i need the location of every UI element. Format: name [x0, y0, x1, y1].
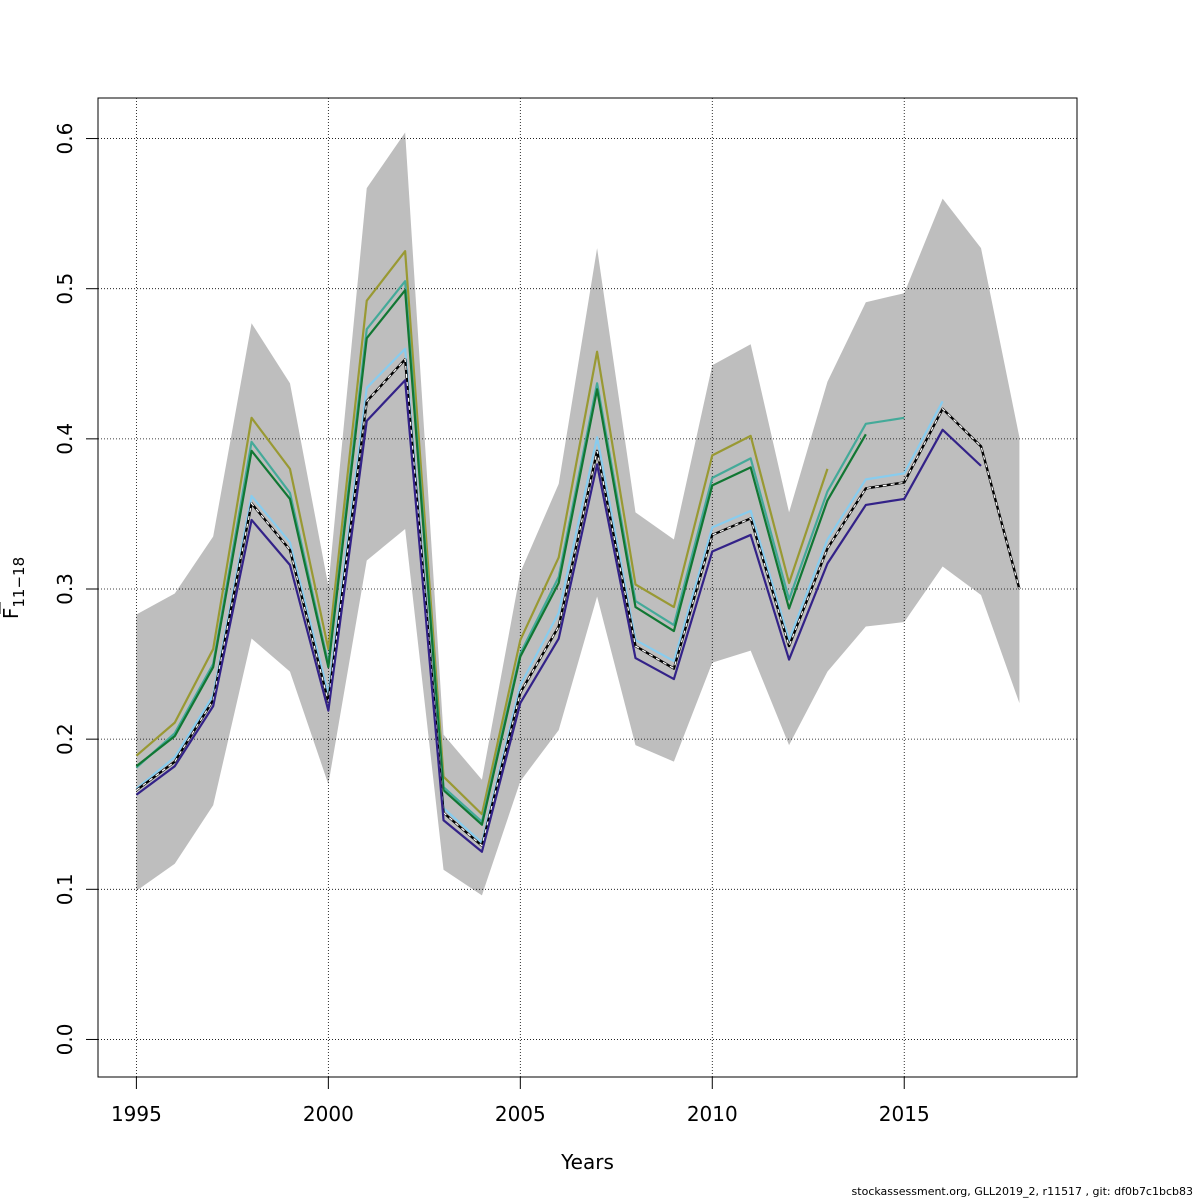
- x-axis: 1995 2000 2005 2010 2015: [111, 1076, 930, 1126]
- x-axis-title: Years: [560, 1150, 614, 1174]
- x-tick-label: 2015: [879, 1102, 930, 1126]
- x-tick-label: 2005: [495, 1102, 546, 1126]
- x-tick-label: 2000: [303, 1102, 354, 1126]
- series-line-5-dash: [136, 357, 1020, 847]
- footer-note: stockassessment.org, GLL2019_2, r11517 ,…: [852, 1185, 1193, 1198]
- series-layer: [135, 250, 1021, 853]
- svg-text:F11−18: F11−18: [0, 557, 28, 619]
- y-tick-label: 0.0: [53, 1024, 77, 1056]
- series-line-6: [135, 379, 982, 853]
- y-tick-label: 0.5: [53, 273, 77, 305]
- confidence-band-layer: [136, 132, 1020, 896]
- confidence-band: [136, 132, 1020, 896]
- y-axis-title: F11−18: [0, 557, 28, 619]
- y-tick-label: 0.6: [53, 123, 77, 155]
- x-tick-label: 2010: [687, 1102, 738, 1126]
- y-tick-label: 0.3: [53, 573, 77, 605]
- x-tick-label: 1995: [111, 1102, 162, 1126]
- y-axis-title-main: F: [0, 608, 23, 620]
- series-line-2: [135, 280, 905, 823]
- series-line-4: [135, 347, 944, 844]
- y-axis-title-subscript: 11−18: [10, 557, 28, 608]
- y-tick-label: 0.4: [53, 423, 77, 455]
- y-axis: 0.0 0.1 0.2 0.3 0.4 0.5 0.6: [53, 123, 99, 1056]
- series-line-3: [135, 289, 867, 826]
- series-line-1: [135, 250, 829, 816]
- y-tick-label: 0.2: [53, 723, 77, 755]
- y-tick-label: 0.1: [53, 873, 77, 905]
